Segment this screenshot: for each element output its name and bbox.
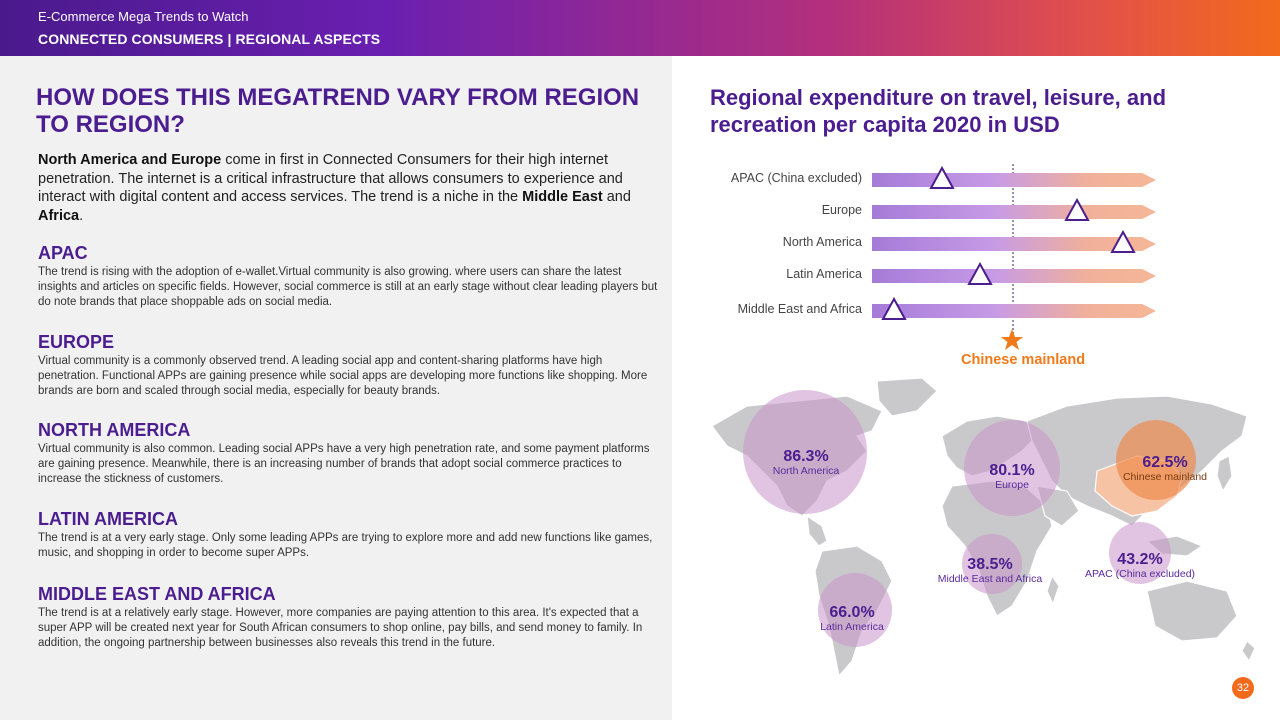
region-text: The trend is at a relatively early stage… — [38, 607, 643, 649]
region-heading: MIDDLE EAST AND AFRICA — [38, 584, 276, 604]
bubble-region: Middle East and Africa — [937, 573, 1043, 585]
region-latin-america: LATIN AMERICA The trend is at a very ear… — [38, 509, 658, 561]
bubble-percent: 66.0% — [829, 604, 875, 621]
triangle-marker-icon — [967, 262, 993, 285]
intro-paragraph: North America and Europe come in first i… — [38, 151, 658, 225]
bubble-label-latin-america: 66.0% Latin America — [820, 604, 884, 633]
bubble-region: Latin America — [820, 621, 884, 633]
region-heading: LATIN AMERICA — [38, 509, 178, 529]
triangle-marker-icon — [1110, 230, 1136, 253]
bubble-label-europe: 80.1% Europe — [989, 462, 1034, 491]
region-text: The trend is at a very early stage. Only… — [38, 532, 653, 559]
section-title: CONNECTED CONSUMERS | REGIONAL ASPECTS — [38, 31, 381, 47]
region-heading: NORTH AMERICA — [38, 420, 191, 440]
bubble-region: North America — [772, 465, 840, 477]
right-panel: Regional expenditure on travel, leisure,… — [672, 56, 1280, 720]
bar-label: Latin America — [786, 267, 862, 281]
bubble-label-north-america: 86.3% North America — [773, 448, 840, 477]
reference-label: Chinese mainland — [961, 352, 1086, 368]
bubble-latin-america — [818, 573, 892, 647]
intro-text-1: come in first in Connected Consumers for… — [38, 152, 623, 205]
bubble-region: Europe — [995, 479, 1029, 491]
bubble-percent: 80.1% — [989, 462, 1035, 479]
chart-title: Regional expenditure on travel, leisure,… — [710, 85, 1167, 137]
bubble-north-america — [743, 390, 867, 514]
region-apac: APAC The trend is rising with the adopti… — [38, 243, 658, 310]
region-text: Virtual community is also common. Leadin… — [38, 443, 650, 485]
header-bar: E-Commerce Mega Trends to Watch CONNECTE… — [0, 0, 1280, 56]
bubble-percent: 43.2% — [1117, 551, 1163, 568]
bubble-label-apac: 43.2% APAC (China excluded) — [1085, 551, 1195, 580]
region-europe: EUROPE Virtual community is a commonly o… — [38, 332, 658, 399]
deck-title: E-Commerce Mega Trends to Watch — [38, 9, 249, 24]
expenditure-chart: Chinese mainland APAC (China excluded) Eu… — [672, 156, 1280, 386]
left-panel: HOW DOES THIS MEGATREND VARY FROM REGION… — [0, 56, 672, 720]
region-heading: APAC — [38, 243, 88, 263]
bubble-percent: 86.3% — [783, 448, 829, 465]
bar-label: Middle East and Africa — [737, 302, 862, 316]
intro-bold-3: Africa — [38, 207, 80, 224]
region-north-america: NORTH AMERICA Virtual community is also … — [38, 420, 658, 487]
bar-label: North America — [782, 235, 862, 249]
bubble-apac — [1109, 522, 1171, 584]
page-number: 32 — [1232, 677, 1254, 699]
bubble-region: APAC (China excluded) — [1084, 568, 1196, 580]
intro-text-2: and — [602, 189, 631, 205]
bar-label: Europe — [821, 203, 862, 217]
triangle-marker-icon — [880, 297, 907, 320]
region-heading: EUROPE — [38, 332, 115, 352]
intro-text-3: . — [79, 207, 84, 224]
bubble-chinese-mainland — [1116, 420, 1196, 500]
bubble-percent: 62.5% — [1142, 454, 1188, 471]
intro-bold-1: North America and Europe — [38, 152, 222, 168]
intro-bold-2: Middle East — [522, 189, 603, 205]
bubble-label-middle-east-africa: 38.5% Middle East and Africa — [938, 556, 1042, 585]
region-text: Virtual community is a commonly observed… — [38, 355, 648, 397]
bubble-europe — [964, 420, 1060, 516]
bubble-label-chinese-mainland: 62.5% Chinese mainland — [1123, 454, 1207, 483]
world-map — [711, 377, 1256, 678]
bar-label: APAC (China excluded) — [730, 171, 862, 185]
triangle-marker-icon — [929, 166, 955, 189]
bubble-percent: 38.5% — [967, 556, 1013, 573]
region-text: The trend is rising with the adoption of… — [38, 266, 658, 308]
triangle-marker-icon — [1064, 198, 1090, 221]
bubble-middle-east-africa — [962, 534, 1022, 594]
page-title: HOW DOES THIS MEGATREND VARY FROM REGION… — [36, 84, 640, 138]
bubble-region: Chinese mainland — [1122, 471, 1208, 483]
star-icon — [1001, 329, 1023, 350]
region-middle-east-africa: MIDDLE EAST AND AFRICA The trend is at a… — [38, 584, 658, 651]
